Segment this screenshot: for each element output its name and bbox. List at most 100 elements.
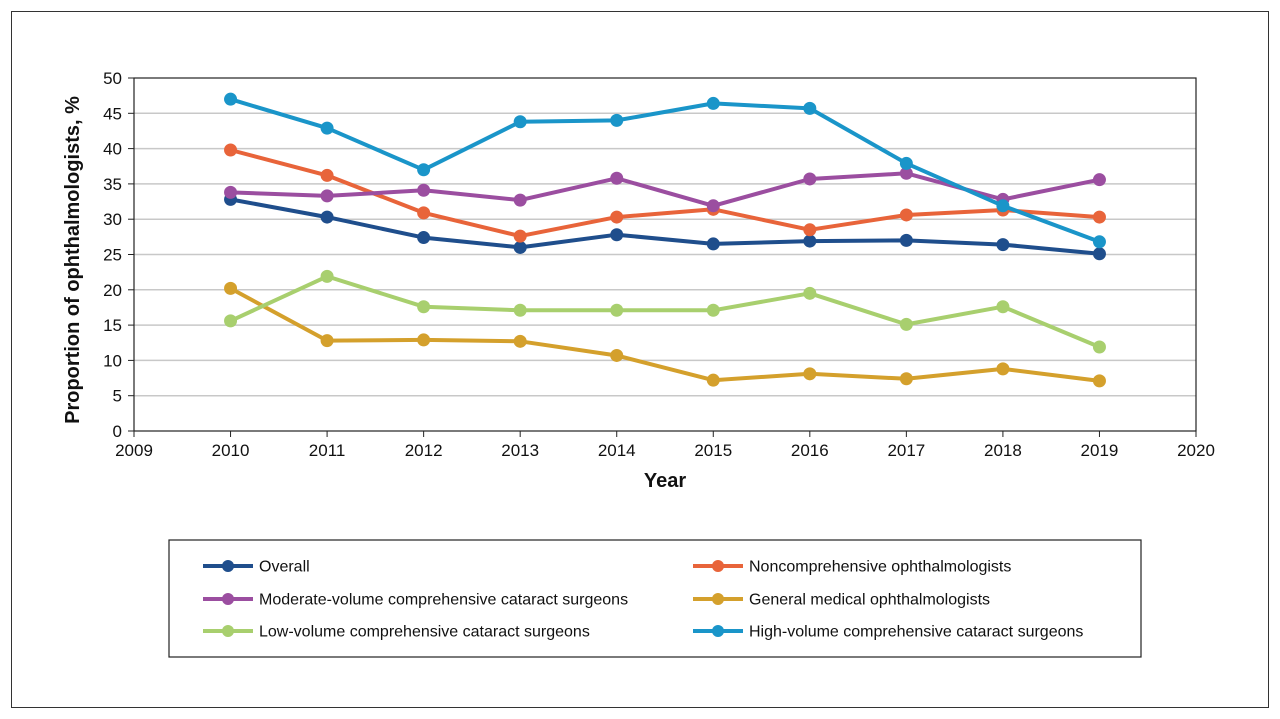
y-tick-label: 10 [103, 351, 122, 370]
series-line [229, 286, 1100, 383]
legend-item: Low-volume comprehensive cataract surgeo… [203, 624, 590, 641]
data-point [803, 223, 817, 237]
x-tick-label: 2009 [115, 441, 153, 460]
data-point [706, 237, 720, 251]
data-point [513, 229, 527, 243]
data-point [320, 168, 334, 182]
data-point [1092, 235, 1106, 249]
legend-swatch-marker [222, 625, 234, 637]
data-point [320, 210, 334, 224]
data-point [1092, 340, 1106, 354]
series-4 [224, 269, 1106, 354]
x-tick-label: 2011 [309, 441, 346, 460]
data-point [513, 193, 527, 207]
data-point [513, 115, 527, 129]
data-point [320, 334, 334, 348]
y-tick-label: 25 [103, 246, 122, 265]
data-point [224, 281, 238, 295]
data-point [610, 171, 624, 185]
data-point [899, 166, 913, 180]
y-tick-label: 45 [103, 104, 122, 123]
data-point [417, 206, 431, 220]
legend-label: General medical ophthalmologists [749, 592, 990, 609]
data-point [610, 113, 624, 127]
data-point [996, 300, 1010, 314]
y-tick-label: 15 [103, 316, 122, 335]
x-axis-ticks: 2009 2010 2011 2012 2013 2014 2015 2016 2017 2018… [115, 431, 1215, 460]
data-point [706, 373, 720, 387]
data-point [224, 92, 238, 106]
legend-label: Noncomprehensive ophthalmologists [749, 559, 1011, 576]
x-tick-label: 2018 [984, 441, 1022, 460]
legend-swatch-marker [222, 560, 234, 572]
data-point [610, 210, 624, 224]
y-tick-label: 40 [103, 140, 122, 159]
data-point [417, 333, 431, 347]
data-point [320, 269, 334, 283]
data-point [706, 199, 720, 213]
figure-frame [11, 11, 1269, 708]
x-tick-label: 2019 [1081, 441, 1119, 460]
data-point [996, 238, 1010, 252]
legend-swatch-marker [222, 593, 234, 605]
series-2 [224, 166, 1106, 213]
legend-label: Low-volume comprehensive cataract surgeo… [259, 624, 590, 641]
legend-swatch-marker [712, 560, 724, 572]
legend-item: Noncomprehensive ophthalmologists [693, 559, 1011, 576]
y-tick-label: 30 [103, 210, 122, 229]
x-tick-label: 2014 [598, 441, 636, 460]
data-point [224, 314, 238, 328]
x-axis-title: Year [644, 470, 686, 492]
gridlines [134, 112, 1196, 397]
data-point [899, 208, 913, 222]
data-point [706, 96, 720, 110]
data-point [899, 317, 913, 331]
series-5 [224, 92, 1106, 249]
data-point [417, 231, 431, 245]
legend-label: Overall [259, 559, 310, 576]
data-point [417, 163, 431, 177]
legend-item: General medical ophthalmologists [693, 592, 990, 609]
legend-label: Moderate-volume comprehensive cataract s… [259, 592, 628, 609]
data-point [513, 303, 527, 317]
legend: Overall Noncomprehensive ophthalmologists… [203, 559, 1083, 641]
series-line [230, 197, 1100, 256]
data-point [417, 183, 431, 197]
data-point [996, 362, 1010, 376]
x-tick-label: 2010 [212, 441, 250, 460]
y-tick-label: 50 [103, 69, 122, 88]
data-point [1092, 173, 1106, 187]
x-tick-label: 2020 [1177, 441, 1215, 460]
data-point [320, 189, 334, 203]
y-tick-label: 35 [103, 175, 122, 194]
legend-swatch-marker [712, 593, 724, 605]
legend-box [168, 539, 1142, 658]
legend-item: Moderate-volume comprehensive cataract s… [203, 592, 628, 609]
data-point [1092, 247, 1106, 261]
data-point [320, 121, 334, 135]
legend-label: High-volume comprehensive cataract surge… [749, 624, 1083, 641]
data-point [224, 143, 238, 157]
data-point [1092, 210, 1106, 224]
y-axis-ticks: 0 5 10 15 20 25 30 35 40 45 50 [103, 69, 134, 441]
data-point [996, 199, 1010, 213]
y-tick-label: 0 [113, 422, 122, 441]
y-tick-label: 5 [113, 387, 122, 406]
data-point [803, 172, 817, 186]
data-point [513, 334, 527, 348]
data-point [803, 101, 817, 115]
series-3 [224, 281, 1106, 388]
legend-item: Overall [203, 559, 310, 576]
x-tick-label: 2013 [501, 441, 539, 460]
data-point [706, 303, 720, 317]
series-line [229, 274, 1101, 349]
data-point [899, 372, 913, 386]
data-point [224, 185, 238, 199]
data-point [803, 286, 817, 300]
x-tick-label: 2012 [405, 441, 443, 460]
y-axis-title: Proportion of ophthalmologists, % [62, 96, 84, 424]
x-tick-label: 2017 [887, 441, 925, 460]
data-point [899, 156, 913, 170]
y-tick-label: 20 [103, 281, 122, 300]
